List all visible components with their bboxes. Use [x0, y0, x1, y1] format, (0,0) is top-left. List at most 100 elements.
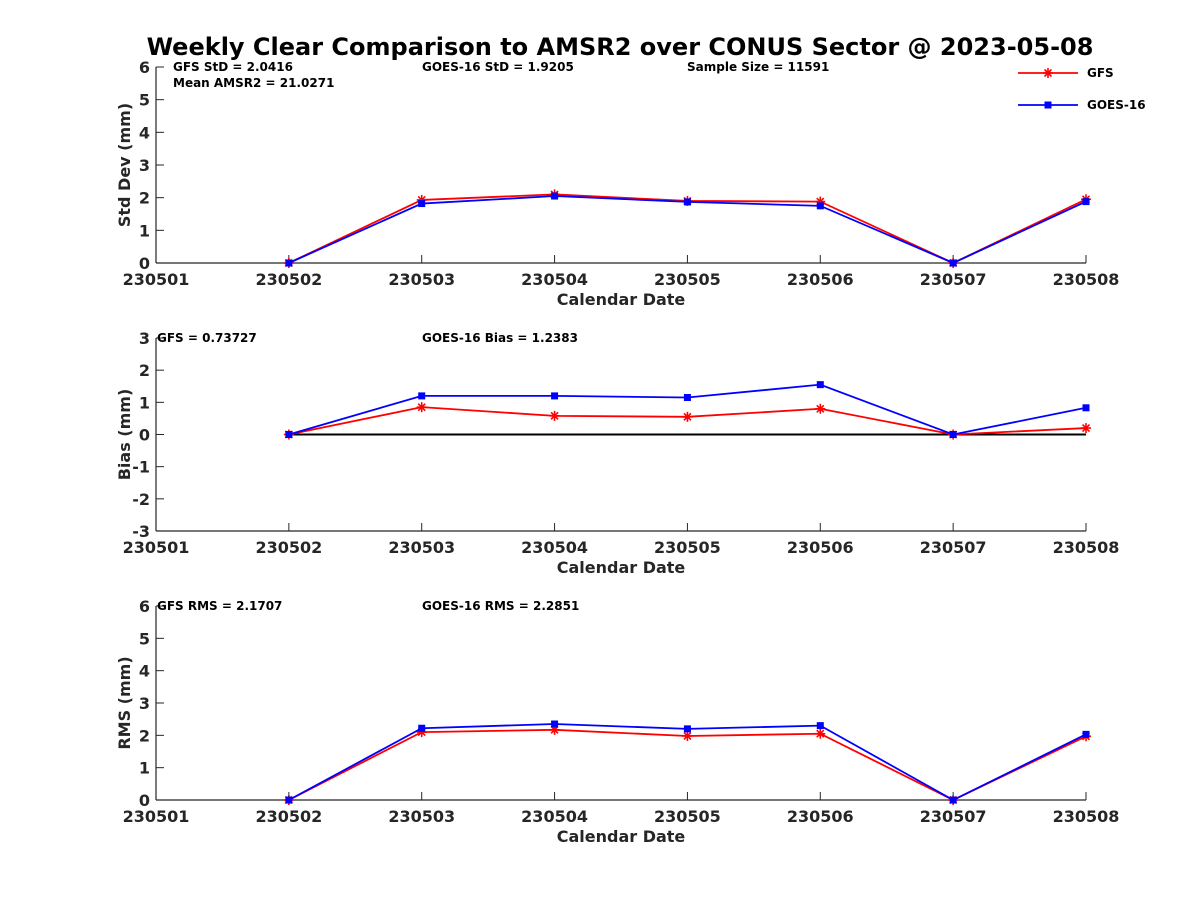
y-axis-label: Bias (mm) [115, 389, 134, 481]
y-tick-label: 0 [139, 426, 150, 445]
data-point-gfs-stroke [816, 404, 825, 413]
data-point-gfs [815, 403, 826, 414]
data-point-gfs-stroke [683, 412, 692, 421]
y-tick-label: 1 [139, 759, 150, 778]
data-point-goes-16 [683, 198, 691, 206]
legend-marker [1043, 68, 1053, 78]
x-axis-label: Calendar Date [557, 827, 686, 846]
x-tick-label: 230503 [388, 807, 455, 826]
legend-label: GFS [1087, 66, 1114, 80]
y-axis-label: Std Dev (mm) [115, 103, 134, 227]
x-tick-label: 230507 [920, 807, 987, 826]
y-tick-label: 0 [139, 254, 150, 273]
stat-annotation: GOES-16 RMS = 2.2851 [422, 599, 579, 613]
x-tick-label: 230502 [255, 270, 322, 289]
chart-legend: GFS GOES-16 [1018, 66, 1146, 112]
legend-label: GOES-16 [1087, 98, 1146, 112]
x-tick-label: 230503 [388, 270, 455, 289]
legend-entry-gfs: GFS [1018, 66, 1114, 80]
data-point-gfs [682, 411, 693, 422]
data-point-goes-16 [949, 259, 957, 267]
stat-annotation: Sample Size = 11591 [687, 60, 829, 74]
y-tick-label: 4 [139, 662, 150, 681]
x-tick-label: 230505 [654, 807, 721, 826]
panel-std: 0 1 2 3 4 5 6 230501 230502 230503 230504 230505 230… [115, 58, 1119, 309]
data-point-goes-16 [418, 392, 426, 400]
data-point-gfs-stroke [816, 729, 825, 738]
panel-rms: 0 1 2 3 4 5 6 230501 230502 230503 230504 230505 230… [115, 597, 1119, 846]
y-tick-label: -1 [132, 458, 150, 477]
x-tick-label: 230505 [654, 538, 721, 557]
y-tick-label: 3 [139, 329, 150, 348]
y-tick-label: 3 [139, 694, 150, 713]
x-tick-label: 230504 [521, 270, 588, 289]
x-tick-label: 230504 [521, 807, 588, 826]
x-axis-label: Calendar Date [557, 290, 686, 309]
y-tick-label: 1 [139, 221, 150, 240]
x-tick-label: 230502 [255, 807, 322, 826]
y-tick-label: 0 [139, 791, 150, 810]
data-point-goes-16 [949, 796, 957, 804]
y-tick-label: 4 [139, 123, 150, 142]
x-tick-label: 230505 [654, 270, 721, 289]
data-point-goes-16 [816, 381, 824, 389]
data-point-gfs-stroke [1081, 424, 1091, 433]
stat-annotation: GFS RMS = 2.1707 [157, 599, 282, 613]
data-point-gfs [1081, 423, 1091, 434]
data-point-goes-16 [418, 724, 426, 732]
data-point-goes-16 [949, 431, 957, 438]
data-point-goes-16 [285, 796, 293, 804]
stat-annotation: GOES-16 Bias = 1.2383 [422, 331, 578, 345]
data-point-gfs-stroke [683, 731, 692, 741]
y-tick-label: -2 [132, 490, 150, 509]
x-tick-label: 230506 [787, 270, 854, 289]
y-tick-label: 5 [139, 91, 150, 110]
x-tick-label: 230501 [123, 807, 190, 826]
y-tick-label: -3 [132, 522, 150, 541]
y-tick-label: 5 [139, 629, 150, 648]
stat-annotation: Mean AMSR2 = 21.0271 [173, 76, 334, 90]
data-point-goes-16 [551, 720, 559, 728]
x-tick-label: 230507 [920, 538, 987, 557]
stat-annotation: GFS = 0.73727 [157, 331, 257, 345]
y-tick-label: 6 [139, 58, 150, 77]
x-tick-label: 230508 [1053, 538, 1120, 557]
legend-marker-stroke [1043, 68, 1053, 78]
legend-marker [1044, 101, 1052, 109]
data-point-goes-16 [418, 200, 426, 208]
data-point-goes-16 [551, 392, 559, 400]
data-point-goes-16 [1082, 730, 1090, 738]
data-point-goes-16 [285, 259, 293, 267]
chart-title: Weekly Clear Comparison to AMSR2 over CO… [147, 33, 1094, 61]
x-tick-label: 230507 [920, 270, 987, 289]
data-point-gfs-stroke [550, 411, 559, 420]
data-point-gfs [682, 730, 693, 741]
x-tick-label: 230504 [521, 538, 588, 557]
x-tick-label: 230508 [1053, 807, 1120, 826]
x-tick-label: 230506 [787, 807, 854, 826]
panel-bias: -3 -2 -1 0 1 2 3 230501 230502 230503 230504 230505… [115, 329, 1119, 577]
data-point-goes-16 [816, 202, 824, 210]
data-point-goes-16 [285, 431, 293, 438]
y-tick-label: 2 [139, 726, 150, 745]
data-point-gfs-stroke [417, 403, 426, 412]
data-point-gfs [815, 728, 826, 739]
data-point-goes-16 [1082, 404, 1090, 412]
y-tick-label: 2 [139, 361, 150, 380]
data-point-goes-16 [1082, 198, 1090, 206]
y-tick-label: 6 [139, 597, 150, 616]
x-tick-label: 230502 [255, 538, 322, 557]
data-point-gfs [416, 402, 427, 413]
x-tick-label: 230503 [388, 538, 455, 557]
y-axis-label: RMS (mm) [115, 656, 134, 749]
stat-annotation: GOES-16 StD = 1.9205 [422, 60, 574, 74]
data-point-goes-16 [551, 192, 559, 200]
x-tick-label: 230506 [787, 538, 854, 557]
stat-annotation: GFS StD = 2.0416 [173, 60, 293, 74]
y-tick-label: 1 [139, 393, 150, 412]
data-point-gfs [549, 410, 560, 421]
data-point-goes-16 [816, 722, 824, 730]
x-tick-label: 230501 [123, 538, 190, 557]
legend-entry-goes-16: GOES-16 [1018, 98, 1146, 112]
